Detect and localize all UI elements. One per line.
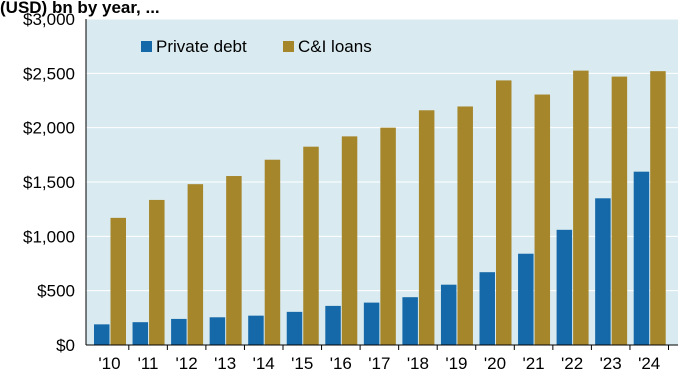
x-tick-label: '13 [214, 354, 236, 373]
bars [94, 70, 666, 346]
bar-ci-loans [303, 146, 319, 345]
x-tick-label: '19 [445, 354, 467, 373]
bar-private-debt [595, 198, 611, 345]
bar-ci-loans [110, 217, 126, 345]
x-tick-label: '20 [484, 354, 506, 373]
legend-swatch [283, 41, 294, 52]
y-tick-label: $1,000 [23, 227, 75, 246]
x-tick-label: '17 [368, 354, 390, 373]
bar-ci-loans [457, 106, 473, 345]
bar-ci-loans [380, 127, 396, 346]
x-tick-label: '22 [561, 354, 583, 373]
bar-ci-loans [573, 70, 589, 345]
bar-ci-loans [496, 80, 512, 345]
bar-private-debt [171, 318, 187, 345]
y-axis: $0 $500 $1,000 $1,500 $2,000 $2,500 $3,000 [23, 10, 87, 355]
bar-ci-loans [187, 184, 204, 345]
x-tick-label: '24 [638, 354, 660, 373]
bar-ci-loans [650, 71, 666, 345]
chart-header-partial: (USD) bn by year, ... [0, 0, 160, 17]
bar-ci-loans [418, 110, 435, 345]
legend: Private debt C&I loans [141, 37, 372, 56]
y-tick-label: $2,000 [23, 119, 75, 138]
bar-ci-loans [226, 176, 242, 345]
x-tick-label: '14 [253, 354, 275, 373]
bar-private-debt [286, 311, 303, 345]
bar-ci-loans [611, 76, 628, 346]
x-tick-label: '16 [330, 354, 352, 373]
x-tick-label: '11 [138, 354, 159, 373]
bar-private-debt [440, 284, 457, 345]
x-tick-label: '15 [291, 354, 313, 373]
bar-private-debt [479, 272, 495, 345]
x-tick-label: '12 [176, 354, 198, 373]
y-tick-label: $0 [56, 336, 75, 355]
bar-private-debt [94, 324, 110, 345]
bar-private-debt [402, 297, 418, 345]
x-tick-label: '23 [600, 354, 622, 373]
bar-private-debt [248, 315, 264, 345]
x-tick-label: '21 [522, 354, 544, 373]
legend-label: C&I loans [298, 37, 372, 56]
bar-private-debt [633, 171, 650, 345]
bar-private-debt [556, 229, 573, 345]
x-tick-label: '10 [98, 354, 120, 373]
y-tick-label: $500 [37, 282, 75, 301]
legend-label: Private debt [156, 37, 247, 56]
bar-ci-loans [534, 94, 551, 345]
y-tick-label: $2,500 [23, 64, 75, 83]
bar-private-debt [363, 302, 380, 345]
x-axis: '10 '11 '12 '13 '14 '15 '16 '17 '18 '19 '20 '21 '22 '… [86, 344, 678, 373]
y-tick-label: $3,000 [23, 10, 75, 29]
y-tick-label: $1,500 [23, 173, 75, 192]
bar-private-debt [325, 305, 341, 345]
x-tick-label: '18 [407, 354, 429, 373]
bar-private-debt [209, 317, 226, 345]
bar-private-debt [518, 253, 534, 345]
legend-swatch [141, 41, 152, 52]
bar-private-debt [132, 322, 149, 345]
bar-ci-loans [341, 136, 358, 345]
bar-ci-loans [264, 159, 281, 345]
bar-ci-loans [149, 199, 165, 345]
